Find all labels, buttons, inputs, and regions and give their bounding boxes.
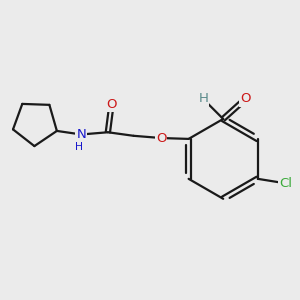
Text: O: O bbox=[156, 131, 166, 145]
Text: N: N bbox=[76, 128, 86, 141]
Text: Cl: Cl bbox=[279, 177, 292, 190]
Text: O: O bbox=[240, 92, 250, 106]
Text: H: H bbox=[76, 142, 83, 152]
Text: O: O bbox=[106, 98, 117, 111]
Text: H: H bbox=[198, 92, 208, 106]
